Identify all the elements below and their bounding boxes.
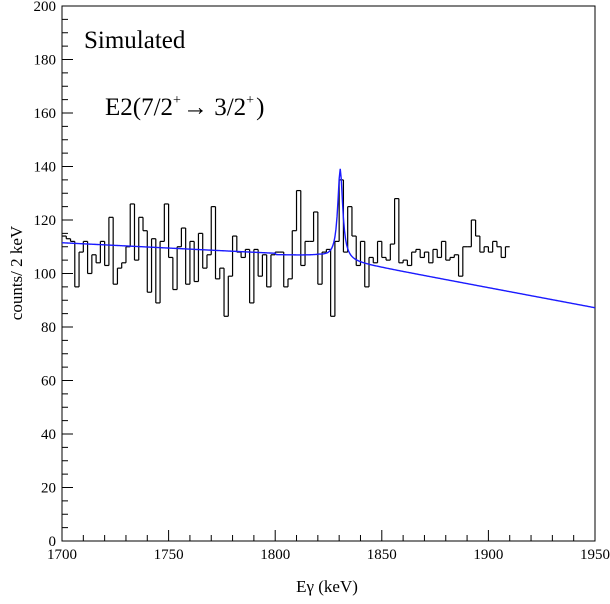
- y-tick-label: 100: [34, 267, 57, 283]
- annotation-transition: E2(7/2+→ 3/2+): [105, 93, 264, 121]
- y-tick-label: 140: [34, 160, 57, 176]
- y-tick-label: 180: [34, 53, 57, 69]
- axes: [61, 5, 596, 542]
- x-tick-label: 1750: [154, 547, 184, 563]
- fit-curve-series: [61, 168, 596, 309]
- histogram-series: [62, 179, 510, 317]
- x-tick-label: 1950: [580, 547, 610, 563]
- x-tick-label: 1700: [47, 547, 77, 563]
- annotation-simulated: Simulated: [84, 27, 186, 54]
- y-tick-label: 120: [34, 213, 57, 229]
- y-tick-label: 60: [41, 374, 56, 390]
- x-axis-title: Eγ (keV): [296, 577, 358, 596]
- y-tick-label: 160: [34, 106, 57, 122]
- y-tick-label: 40: [41, 427, 56, 443]
- y-tick-label: 0: [49, 534, 57, 550]
- plot-frame: [61, 5, 596, 542]
- x-tick-label: 1850: [367, 547, 397, 563]
- fit-curve: [61, 168, 596, 309]
- y-tick-label: 20: [41, 481, 56, 497]
- x-tick-label: 1800: [260, 547, 290, 563]
- tick-labels: 1700 1750 1800 1850 1900 1950 0 20 40 60 80 100 120 1…: [34, 0, 610, 563]
- x-tick-label: 1900: [473, 547, 503, 563]
- y-tick-label: 200: [34, 0, 57, 15]
- y-tick-label: 80: [41, 320, 56, 336]
- y-axis-title: counts/ 2 keV: [7, 225, 26, 320]
